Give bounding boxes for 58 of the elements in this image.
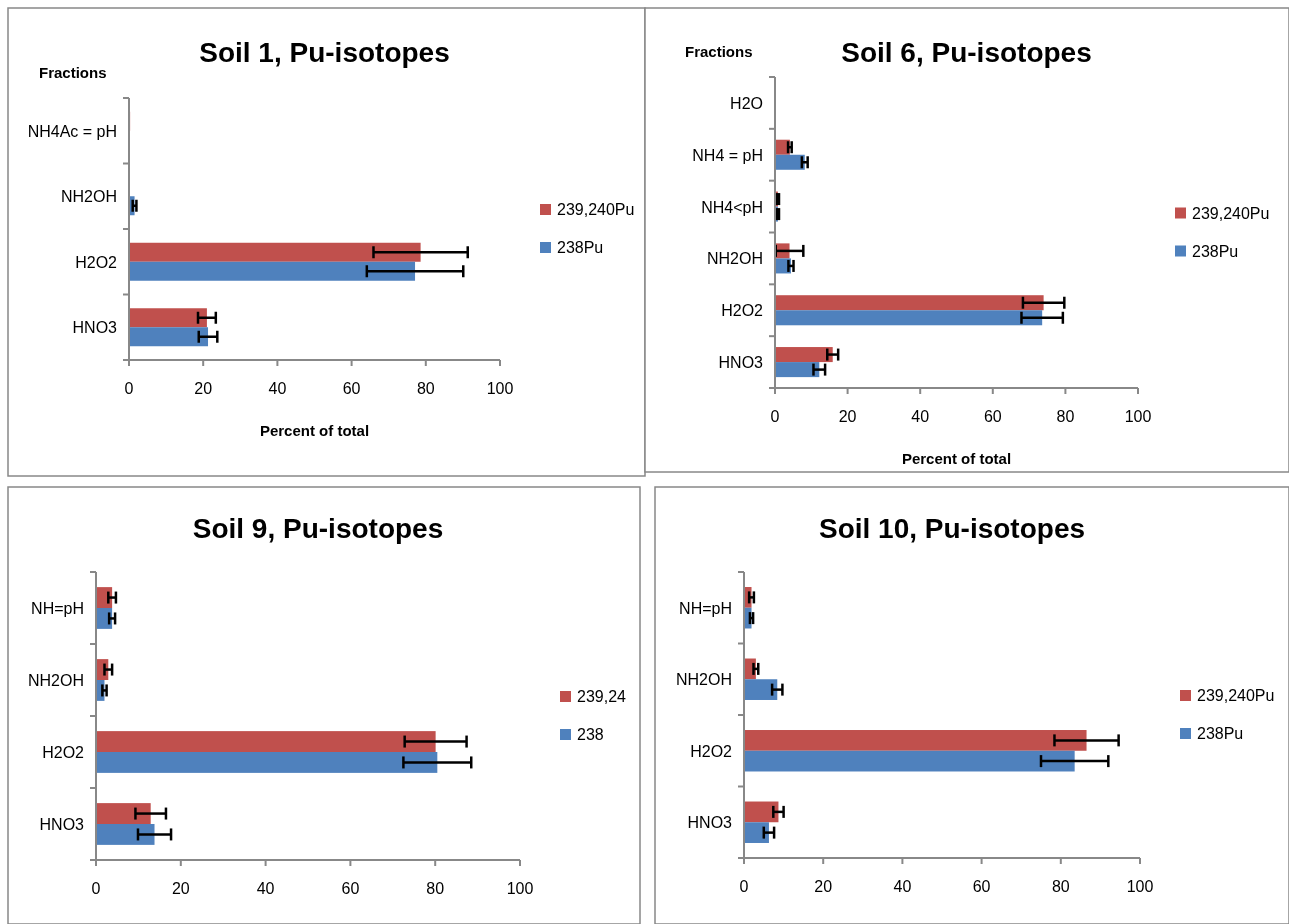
y-tick-label: NH2OH: [706, 250, 763, 268]
y-tick-label: H2O: [730, 94, 763, 112]
y-tick-label: HNO3: [718, 354, 764, 372]
y-tick-label: H2O2: [42, 744, 85, 761]
x-tick-label: 60: [341, 880, 360, 897]
legend-label: 238Pu: [1197, 725, 1244, 742]
x-tick-label: 60: [983, 408, 1002, 425]
x-tick-label: 100: [1124, 408, 1152, 425]
x-tick-label: 60: [342, 380, 361, 397]
y-axis-title: Fractions: [685, 43, 753, 60]
x-axis-title: Percent of total: [901, 450, 1012, 467]
y-tick-label: NH4Ac = pH: [27, 122, 117, 140]
y-tick-label: NH2OH: [27, 672, 84, 689]
y-tick-label: HNO3: [72, 319, 118, 337]
x-tick-label: 100: [506, 880, 534, 897]
x-tick-label: 80: [1051, 878, 1070, 895]
x-tick-label: 40: [256, 880, 275, 897]
x-tick-label: 80: [1056, 408, 1075, 425]
legend-label: 239,240Pu: [557, 201, 635, 218]
chart-title: Soil 6, Pu-isotopes: [841, 37, 1092, 68]
y-tick-label: H2O2: [721, 302, 764, 320]
x-tick-label: 40: [893, 878, 912, 895]
y-tick-label: NH2OH: [675, 671, 732, 689]
chart-title: Soil 10, Pu-isotopes: [818, 513, 1086, 544]
y-tick-label: HNO3: [687, 814, 733, 832]
x-tick-label: 40: [268, 380, 287, 397]
x-tick-label: 20: [838, 408, 857, 425]
x-axis-title: Percent of total: [259, 422, 370, 439]
x-tick-label: 80: [426, 880, 445, 897]
legend-label: 238Pu: [557, 239, 604, 256]
x-tick-label: 100: [1126, 878, 1154, 895]
legend-label: 238Pu: [1192, 242, 1239, 260]
legend-label: 239,240Pu: [1197, 687, 1275, 704]
legend-label: 239,240Pu: [1192, 204, 1270, 222]
y-tick-label: HNO3: [39, 816, 85, 833]
y-tick-label: NH4 = pH: [692, 146, 763, 164]
y-tick-label: H2O2: [75, 253, 118, 271]
chart-title: Soil 9, Pu-isotopes: [192, 513, 444, 544]
legend-label: 239,24: [577, 688, 627, 705]
x-tick-label: 0: [91, 880, 101, 897]
y-tick-label: NH4<pH: [701, 198, 763, 216]
x-tick-label: 80: [416, 380, 435, 397]
y-axis-title: Fractions: [39, 64, 107, 81]
x-tick-label: 0: [739, 878, 749, 895]
x-tick-label: 100: [486, 380, 514, 397]
y-tick-label: NH2OH: [60, 188, 117, 206]
x-tick-label: 0: [770, 408, 780, 425]
y-tick-label: NH=pH: [31, 600, 84, 617]
chart-title: Soil 1, Pu-isotopes: [199, 37, 450, 68]
y-tick-label: H2O2: [690, 742, 733, 760]
x-tick-label: 0: [124, 380, 134, 397]
x-tick-label: 60: [972, 878, 991, 895]
x-tick-label: 20: [194, 380, 213, 397]
x-tick-label: 40: [911, 408, 930, 425]
y-tick-label: NH=pH: [679, 599, 732, 617]
x-tick-label: 20: [171, 880, 190, 897]
legend-label: 238: [577, 726, 604, 743]
x-tick-label: 20: [814, 878, 833, 895]
